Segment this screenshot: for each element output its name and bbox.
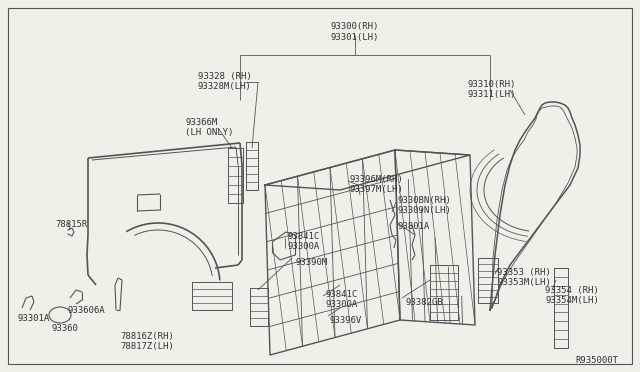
Text: 93328 (RH): 93328 (RH) — [198, 72, 252, 81]
Text: 93841C: 93841C — [287, 232, 319, 241]
Text: 93301(LH): 93301(LH) — [331, 33, 379, 42]
Text: 93396M(RH): 93396M(RH) — [350, 175, 404, 184]
Text: 93841C: 93841C — [325, 290, 357, 299]
Text: 93328M(LH): 93328M(LH) — [198, 82, 252, 91]
Text: 78816Z(RH): 78816Z(RH) — [120, 332, 173, 341]
Text: 93300A: 93300A — [287, 242, 319, 251]
Text: R935000T: R935000T — [575, 356, 618, 365]
Text: 93801A: 93801A — [398, 222, 430, 231]
Text: 93354 (RH): 93354 (RH) — [545, 286, 599, 295]
Text: 93300(RH): 93300(RH) — [331, 22, 379, 31]
Text: 93301A: 93301A — [18, 314, 51, 323]
Text: 93310(RH): 93310(RH) — [468, 80, 516, 89]
Text: 93396V: 93396V — [330, 316, 362, 325]
Text: 93309N(LH): 93309N(LH) — [398, 206, 452, 215]
Text: 933606A: 933606A — [68, 306, 106, 315]
Text: 93300A: 93300A — [325, 300, 357, 309]
Text: 9330BN(RH): 9330BN(RH) — [398, 196, 452, 205]
Text: 78817Z(LH): 78817Z(LH) — [120, 342, 173, 351]
Text: 93353M(LH): 93353M(LH) — [497, 278, 551, 287]
Text: (LH ONLY): (LH ONLY) — [185, 128, 234, 137]
Text: 78815R: 78815R — [55, 220, 87, 229]
Text: 93366M: 93366M — [185, 118, 217, 127]
Text: 93353 (RH): 93353 (RH) — [497, 268, 551, 277]
Text: 93390M: 93390M — [295, 258, 327, 267]
Text: 93382GB: 93382GB — [405, 298, 443, 307]
Text: 93354M(LH): 93354M(LH) — [545, 296, 599, 305]
Text: 93311(LH): 93311(LH) — [468, 90, 516, 99]
Text: 93397M(LH): 93397M(LH) — [350, 185, 404, 194]
Text: 93360: 93360 — [52, 324, 79, 333]
